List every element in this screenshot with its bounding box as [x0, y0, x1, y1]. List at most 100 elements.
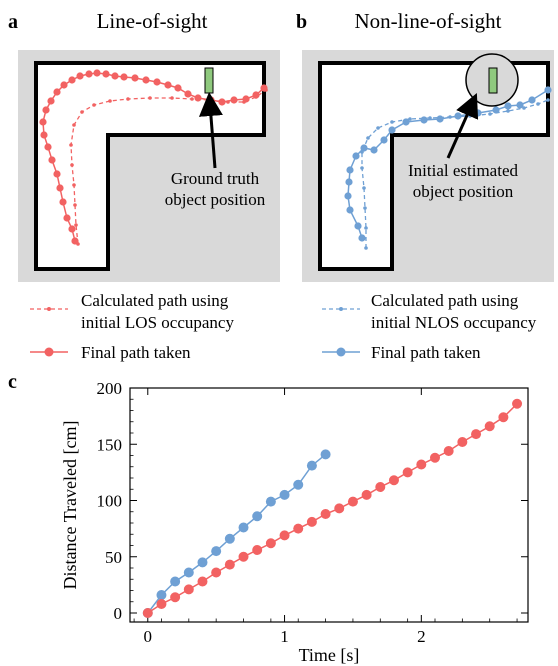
panel-a-final-point [53, 170, 61, 178]
series-0-point [183, 567, 194, 578]
panel-a-object [204, 67, 214, 94]
panel-a-final-point [131, 74, 139, 82]
panel-b-final-point [344, 192, 352, 200]
series-0-point [320, 449, 331, 460]
panel-b-calc-point [408, 117, 412, 121]
panel-b-calc-point [366, 136, 370, 140]
legend-b-calc-marker [339, 307, 343, 311]
panel-a-arrow [198, 92, 223, 169]
panel-b-final-point [436, 115, 444, 123]
panel-a-calc-point [72, 123, 76, 127]
series-1-point [183, 584, 194, 595]
series-line-0 [147, 453, 327, 614]
x-axis-label: Time [s] [299, 645, 360, 665]
panel-a-calc-point [126, 97, 130, 101]
legend-b-calc-label-1: Calculated path using [371, 291, 519, 310]
panel-b-final-point [544, 86, 552, 94]
panel-a-final-point [93, 69, 101, 77]
panel-a-final-point [153, 78, 161, 86]
panel-b: b Non-line-of-sight Initial estimated ob… [296, 9, 554, 282]
panel-a-calc-point [69, 143, 73, 147]
series-1-point [334, 503, 345, 514]
panel-a-final-point [194, 94, 202, 102]
panel-a-final-point [184, 90, 192, 98]
panel-b-final-point [454, 112, 462, 120]
series-1-point [347, 496, 358, 507]
y-axis-label: Distance Traveled [cm] [60, 421, 80, 590]
panel-b-final-point [346, 166, 354, 174]
panel-a-calc-point [74, 223, 78, 227]
series-0-point [211, 546, 222, 557]
panel-a-final-point [174, 84, 182, 92]
legend-a-calc-marker [47, 307, 51, 311]
panel-a-final-point [47, 97, 55, 105]
panel-b-calc-point [364, 226, 368, 230]
panel-a-letter: a [8, 11, 18, 33]
panel-a-calc-point [190, 97, 194, 101]
panel-a-final-point [68, 76, 76, 84]
x-tick-label: 0 [144, 627, 153, 646]
panel-a-final-point [242, 95, 250, 103]
panel-a-final-point [60, 81, 68, 89]
panel-a-final-point [48, 156, 56, 164]
panel-b-annotation-line2: object position [413, 182, 514, 201]
panel-b-annotation-line1: Initial estimated [408, 161, 518, 180]
panel-a-final-point [68, 225, 76, 233]
panel-c: c 0 1 2 0 50 100 150 200 Time [s] Distance Trav… [8, 371, 529, 665]
series-1-point [484, 421, 495, 432]
series-0-point [170, 576, 181, 587]
panel-a-final-point [120, 73, 128, 81]
panel-a-final-point [85, 70, 93, 78]
panel-a-final-point [56, 184, 64, 192]
panel-a-final-point [42, 106, 50, 114]
panel-a-final-point [260, 84, 268, 92]
panel-b-calc-point [364, 246, 368, 250]
series-1-point [238, 551, 249, 562]
legend-b: Calculated path using initial NLOS occup… [322, 291, 537, 362]
panel-a-final-point [44, 143, 52, 151]
panel-b-final-point [345, 178, 353, 186]
panel-a-title: Line-of-sight [97, 9, 208, 33]
series-1-point [361, 489, 372, 500]
series-1-point [142, 608, 153, 618]
panel-b-letter: b [296, 11, 307, 33]
series-line-1 [147, 403, 518, 614]
series-0-point [265, 496, 276, 507]
panel-b-calc-point [360, 166, 364, 170]
series-0-point [279, 489, 290, 500]
series-1-point [279, 530, 290, 541]
panel-a-final-point [164, 81, 172, 89]
series-1-point [156, 599, 167, 609]
plot-frame [129, 387, 529, 623]
x-tick-label: 1 [280, 627, 289, 646]
panel-b-calc-point [488, 112, 492, 116]
panel-b-calc-point [506, 109, 510, 113]
series-1-point [471, 429, 482, 440]
series-points [142, 398, 523, 618]
panel-a-calc-point [170, 96, 174, 100]
series-0-point [197, 557, 208, 568]
series-1-point [306, 516, 317, 527]
panel-b-object [488, 67, 498, 94]
series-0-point [306, 460, 317, 471]
panel-b-calculated-path [361, 99, 549, 248]
axis-ticks: 0 1 2 0 50 100 150 200 [97, 379, 528, 646]
panel-b-final-point [388, 126, 396, 134]
series-1-point [265, 538, 276, 549]
legend-a-final-marker [44, 347, 54, 357]
series-1-point [388, 475, 399, 486]
y-tick-label: 0 [114, 604, 123, 623]
series-1-point [498, 412, 509, 423]
panel-a-final-markers [39, 69, 268, 245]
series-0-point [156, 590, 167, 600]
series-0-point [252, 511, 263, 522]
panel-b-final-point [380, 136, 388, 144]
legend-b-calc-label-2: initial NLOS occupancy [371, 313, 537, 332]
panel-a-calc-point [148, 96, 152, 100]
legend-b-final-marker [336, 347, 346, 357]
panel-b-calc-point [546, 98, 550, 102]
series-1-point [375, 482, 386, 492]
panel-a-final-point [39, 118, 47, 126]
panel-b-final-point [346, 206, 354, 214]
